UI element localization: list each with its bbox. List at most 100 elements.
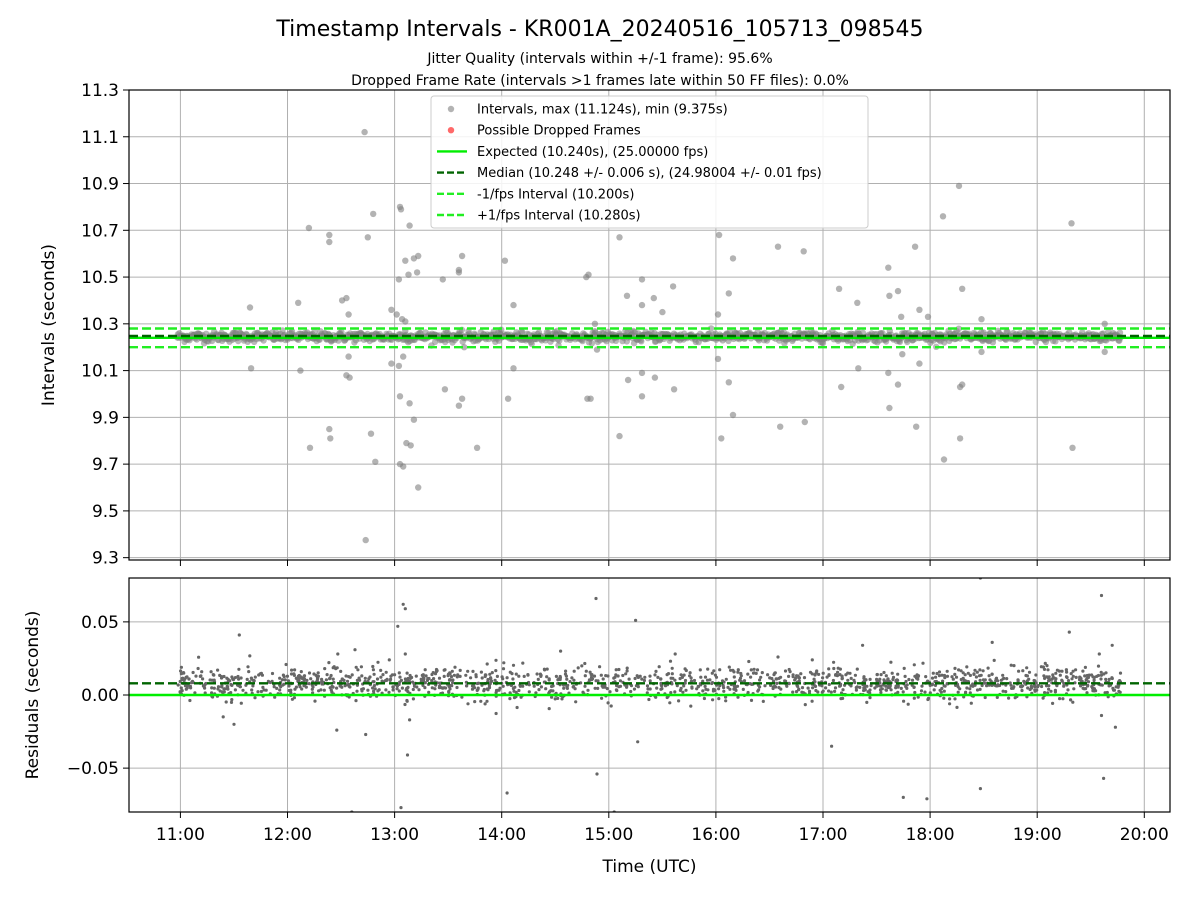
residual-point <box>446 672 451 676</box>
interval-point <box>510 301 517 309</box>
residual-point <box>783 669 788 673</box>
residual-point <box>1062 681 1066 686</box>
residual-point <box>614 668 618 672</box>
interval-point <box>415 484 422 491</box>
residual-point <box>453 665 457 669</box>
residual-point <box>490 671 494 675</box>
residual-point <box>802 676 807 680</box>
residual-point <box>953 672 957 677</box>
residual-point <box>821 676 825 680</box>
residual-point <box>208 678 212 682</box>
residual-point <box>916 674 921 678</box>
residual-point <box>985 684 989 688</box>
residual-point <box>442 668 446 672</box>
residual-point <box>488 672 492 676</box>
residual-point <box>629 689 633 694</box>
residual-point <box>196 666 200 671</box>
residual-point <box>1096 673 1101 678</box>
residual-point <box>1064 668 1068 672</box>
interval-point <box>659 308 666 316</box>
residual-point <box>371 664 375 669</box>
residual-point <box>1036 684 1040 688</box>
residual-point <box>521 684 525 688</box>
residual-point <box>1051 673 1055 677</box>
residual-point <box>330 684 334 689</box>
residual-point <box>300 687 304 691</box>
residual-point <box>1092 687 1096 691</box>
residual-point <box>896 690 900 695</box>
residual-point <box>673 652 677 656</box>
residual-point <box>508 697 512 701</box>
residual-point <box>210 686 214 690</box>
residual-point <box>948 702 952 706</box>
residual-point <box>253 696 257 700</box>
residual-point <box>304 685 308 689</box>
residual-point <box>387 658 391 662</box>
residual-point <box>313 699 317 703</box>
residual-point <box>261 685 265 690</box>
residual-point <box>210 691 214 695</box>
interval-point <box>406 222 413 229</box>
residual-point <box>812 677 816 681</box>
residual-point <box>787 674 791 679</box>
residual-point <box>902 666 906 671</box>
residual-point <box>232 722 236 726</box>
interval-point <box>651 374 659 381</box>
residual-point <box>797 688 801 692</box>
residual-point <box>796 684 800 689</box>
residual-point <box>348 675 352 679</box>
interval-point <box>638 369 646 377</box>
interval-point <box>911 243 919 250</box>
residual-point <box>325 673 329 677</box>
interval-point <box>510 365 517 372</box>
residual-point <box>983 678 987 682</box>
residual-point <box>511 663 516 667</box>
residual-point <box>1044 684 1049 688</box>
y-tick-label: 9.7 <box>92 455 119 475</box>
residual-point <box>292 673 296 678</box>
residual-point <box>315 676 319 680</box>
residual-point <box>1058 673 1062 677</box>
legend-entry: +1/fps Interval (10.280s) <box>437 209 641 224</box>
residual-point <box>954 675 959 679</box>
residual-point <box>834 673 838 677</box>
residual-point <box>720 679 725 683</box>
residual-point <box>758 678 762 682</box>
residual-point <box>1058 697 1062 701</box>
residual-point <box>800 686 805 690</box>
residual-point <box>1054 671 1058 675</box>
residual-point <box>511 686 515 691</box>
residual-point <box>587 678 592 683</box>
residual-point <box>1084 687 1088 691</box>
residual-point <box>799 672 803 676</box>
residual-point <box>800 690 804 694</box>
residual-point <box>958 687 962 691</box>
residual-point <box>655 686 659 690</box>
residual-point <box>986 666 990 670</box>
residual-point <box>807 689 812 693</box>
residual-point <box>1009 663 1013 667</box>
y-tick-label: 10.3 <box>81 315 119 335</box>
residual-point <box>752 667 756 671</box>
residual-point <box>1060 679 1064 683</box>
x-tick-label: 19:00 <box>1013 825 1062 845</box>
residual-point <box>247 670 251 674</box>
residual-point <box>968 691 972 695</box>
residual-point <box>237 633 241 637</box>
residual-point <box>608 690 612 694</box>
residual-point <box>724 699 728 703</box>
legend-label: +1/fps Interval (10.280s) <box>477 209 641 224</box>
residual-point <box>1049 689 1053 693</box>
residual-point <box>1104 677 1108 681</box>
residual-point <box>604 674 608 678</box>
residual-point <box>756 689 760 693</box>
residual-point <box>618 684 623 688</box>
residual-point <box>1091 675 1095 679</box>
residual-point <box>187 677 191 681</box>
residual-point <box>982 681 987 685</box>
residual-point <box>469 676 473 680</box>
residual-point <box>427 676 431 681</box>
residual-point <box>1034 673 1038 677</box>
residual-point <box>739 671 743 676</box>
